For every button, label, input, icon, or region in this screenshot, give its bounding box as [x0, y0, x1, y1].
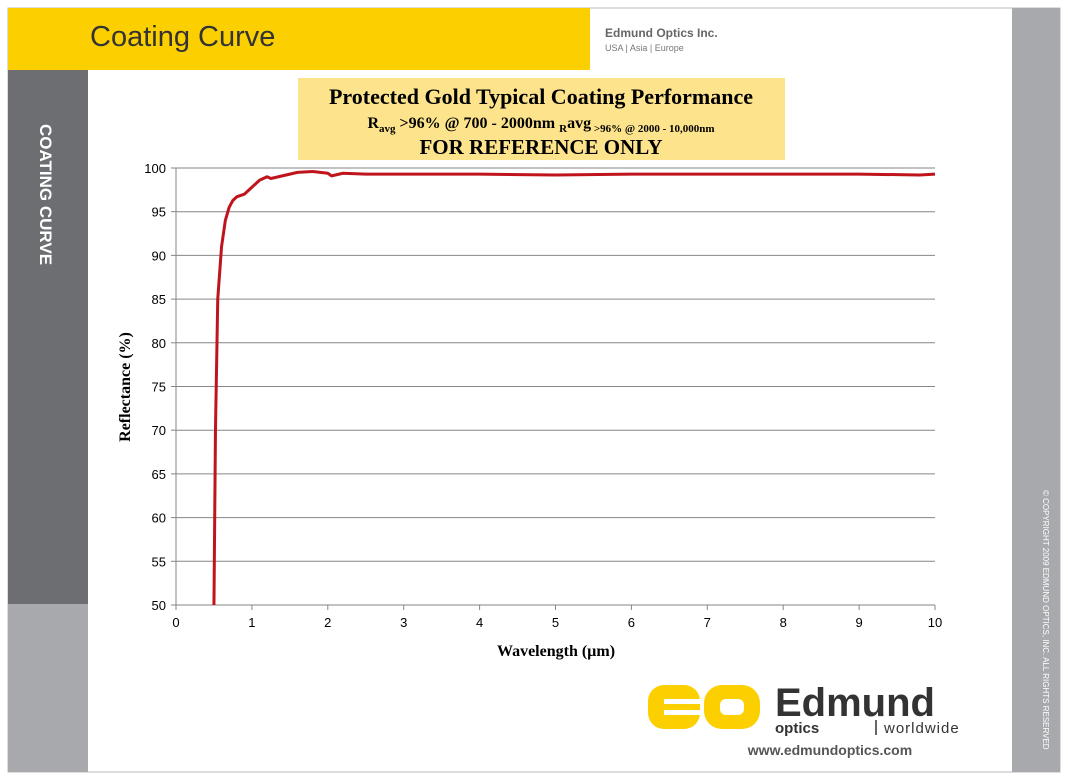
subtitle-part: avg: [567, 115, 591, 132]
sidebar: [8, 70, 88, 604]
subtitle-part: >96% @ 700 - 2000nm: [396, 115, 560, 132]
y-tick-label: 80: [152, 336, 166, 351]
logo-brand: Edmund: [775, 681, 935, 725]
logo-tagline: worldwide: [883, 720, 960, 737]
subtitle-part: R: [559, 123, 568, 135]
x-tick-label: 10: [928, 615, 942, 630]
y-tick-label: 50: [152, 598, 166, 613]
logo-mark: [664, 699, 700, 704]
chart-title: Protected Gold Typical Coating Performan…: [329, 84, 753, 109]
sidebar-label: COATING CURVE: [36, 124, 55, 265]
x-tick-label: 6: [628, 615, 635, 630]
x-tick-label: 2: [324, 615, 331, 630]
x-tick-label: 4: [476, 615, 483, 630]
subtitle-part: >96% @ 2000 - 10,000nm: [591, 123, 714, 135]
right-strip: [1012, 8, 1060, 772]
logo-url: www.edmundoptics.com: [747, 742, 912, 758]
y-tick-label: 75: [152, 380, 166, 395]
x-tick-label: 0: [172, 615, 179, 630]
y-tick-label: 85: [152, 292, 166, 307]
logo: Edmund optics worldwide www.edmundoptics…: [648, 681, 960, 758]
y-tick-label: 90: [152, 248, 166, 263]
y-tick-label: 100: [144, 161, 166, 176]
header-bar: [8, 8, 590, 70]
y-axis-label: Reflectance (%): [117, 332, 134, 442]
x-tick-label: 7: [704, 615, 711, 630]
logo-mark: [648, 685, 700, 729]
y-tick-label: 65: [152, 467, 166, 482]
x-tick-label: 9: [855, 615, 862, 630]
annotation: FOR REFERENCE ONLY: [419, 135, 662, 159]
subtitle-part: R: [367, 115, 379, 132]
data-line: [212, 169, 936, 606]
logo-mark: [720, 699, 744, 715]
chart-subtitle: Ravg >96% @ 700 - 2000nm Ravg >96% @ 200…: [367, 115, 714, 135]
y-tick-label: 55: [152, 554, 166, 569]
copyright: © COPYRIGHT 2009 EDMUND OPTICS, INC. ALL…: [1041, 490, 1050, 750]
logo-tagline: optics: [775, 720, 819, 737]
y-tick-label: 60: [152, 511, 166, 526]
x-tick-label: 5: [552, 615, 559, 630]
x-tick-label: 8: [780, 615, 787, 630]
subtitle-part: avg: [379, 123, 396, 135]
x-tick-label: 3: [400, 615, 407, 630]
y-tick-label: 95: [152, 205, 166, 220]
regions: USA | Asia | Europe: [605, 43, 684, 53]
logo-mark: [664, 710, 700, 715]
title-box: [298, 78, 785, 160]
header-title: Coating Curve: [90, 21, 275, 53]
company: Edmund Optics Inc.: [605, 26, 718, 40]
x-tick-label: 1: [248, 615, 255, 630]
sidebar-lower: [8, 604, 88, 772]
x-axis-label: Wavelength (µm): [497, 643, 615, 660]
y-tick-label: 70: [152, 423, 166, 438]
